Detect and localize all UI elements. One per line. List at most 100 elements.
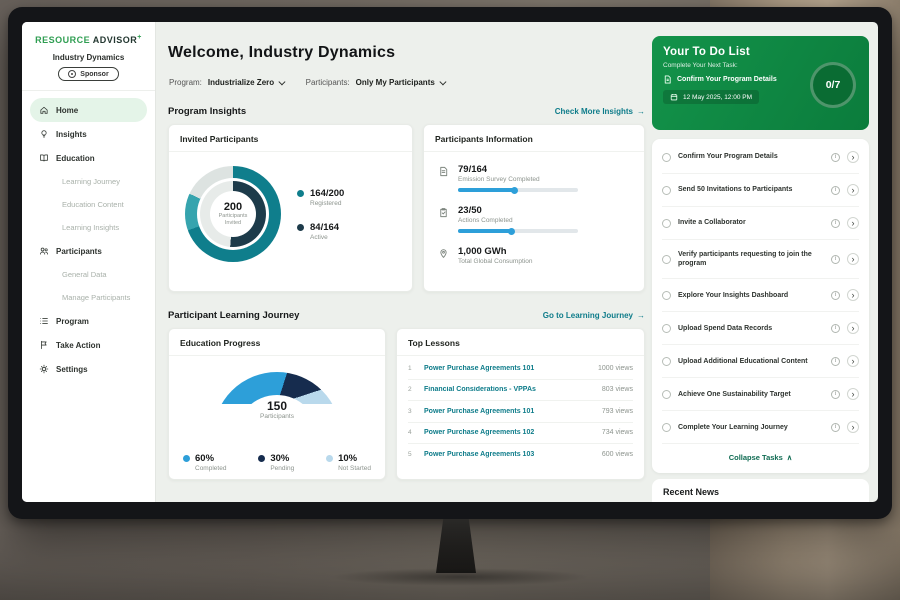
invited-donut-chart: 200 Participants Invited — [185, 166, 281, 262]
sidebar-item-label: Manage Participants — [62, 293, 131, 302]
sidebar-item-take-action[interactable]: Take Action — [30, 333, 147, 357]
progress-bar — [458, 227, 578, 235]
todo-subtitle: Complete Your Next Task: — [663, 62, 738, 69]
task-row[interactable]: Verify participants requesting to join t… — [662, 240, 859, 280]
lesson-link[interactable]: Power Purchase Agreements 103 — [424, 451, 535, 459]
todo-title: Your To Do List — [663, 46, 750, 58]
page-title: Welcome, Industry Dynamics — [168, 44, 396, 61]
task-checkbox[interactable] — [662, 290, 671, 300]
check-more-insights-link[interactable]: Check More Insights → — [555, 107, 645, 116]
chevron-right-icon[interactable]: › — [847, 421, 859, 434]
sidebar-item-learning-insights[interactable]: Learning Insights — [30, 216, 147, 239]
todo-next-task[interactable]: Confirm Your Program Details — [663, 75, 858, 84]
lesson-link[interactable]: Financial Considerations - VPPAs — [424, 386, 536, 394]
info-value: 23/50 — [458, 205, 482, 216]
section-title: Participant Learning Journey — [168, 310, 300, 321]
task-checkbox[interactable] — [662, 218, 671, 228]
chevron-right-icon[interactable]: › — [847, 355, 859, 368]
task-row[interactable]: Complete Your Learning Journey i › — [662, 411, 859, 445]
chevron-right-icon[interactable]: › — [847, 322, 859, 335]
legend-dot-completed — [183, 455, 190, 462]
info-icon[interactable]: i — [831, 422, 840, 432]
task-row[interactable]: Upload Spend Data Records i › — [662, 312, 859, 346]
sidebar-item-manage-participants[interactable]: Manage Participants — [30, 286, 147, 309]
sidebar-item-settings[interactable]: Settings — [30, 357, 147, 381]
task-checkbox[interactable] — [662, 389, 671, 399]
info-icon[interactable]: i — [831, 290, 840, 300]
legend-item: 164/200 Registered — [297, 188, 344, 207]
flag-icon — [39, 340, 49, 350]
lesson-rank: 2 — [408, 386, 412, 394]
info-icon[interactable]: i — [831, 185, 840, 195]
invited-participants-card: Invited Participants 200 Participants In… — [168, 124, 413, 292]
task-row[interactable]: Invite a Collaborator i › — [662, 207, 859, 240]
sponsor-badge[interactable]: Sponsor — [58, 67, 119, 81]
task-checkbox[interactable] — [662, 356, 671, 366]
info-icon[interactable]: i — [831, 254, 840, 264]
legend-item: 30% Pending — [258, 453, 294, 472]
chevron-right-icon[interactable]: › — [847, 388, 859, 401]
task-row[interactable]: Confirm Your Program Details i › — [662, 141, 859, 174]
info-row: 79/164 Emission Survey Completed — [438, 164, 632, 194]
education-progress-card: Education Progress 150 Participants 60% … — [168, 328, 386, 480]
chevron-right-icon[interactable]: › — [847, 151, 859, 163]
chevron-right-icon[interactable]: › — [847, 253, 859, 266]
lesson-link[interactable]: Power Purchase Agreements 101 — [424, 364, 535, 372]
filter-bar: Program: Industrialize Zero Participants… — [169, 78, 446, 87]
task-checkbox[interactable] — [662, 422, 671, 432]
donut-legend: 164/200 Registered 84/164 Active — [297, 188, 344, 241]
task-checkbox[interactable] — [662, 254, 671, 264]
recent-news-card: Recent News — [652, 479, 869, 502]
sidebar-item-home[interactable]: Home — [30, 98, 147, 122]
sidebar-item-learning-journey[interactable]: Learning Journey — [30, 170, 147, 193]
lesson-row: 1 Power Purchase Agreements 101 1000 vie… — [408, 358, 633, 380]
task-row[interactable]: Upload Additional Educational Content i … — [662, 345, 859, 379]
progress-bar-fill — [458, 186, 518, 194]
card-title: Top Lessons — [397, 329, 644, 356]
sidebar-item-insights[interactable]: Insights — [30, 122, 147, 146]
document-icon — [663, 75, 672, 84]
sidebar-item-label: Learning Journey — [62, 177, 120, 186]
sidebar-item-program[interactable]: Program — [30, 309, 147, 333]
chevron-right-icon[interactable]: › — [847, 184, 859, 196]
lesson-rank: 4 — [408, 429, 412, 437]
task-row[interactable]: Send 50 Invitations to Participants i › — [662, 174, 859, 207]
legend-value: 164/200 — [310, 187, 345, 199]
participants-dropdown[interactable]: Only My Participants — [356, 78, 446, 87]
sidebar-item-participants[interactable]: Participants — [30, 239, 147, 263]
task-row[interactable]: Achieve One Sustainability Target i › — [662, 378, 859, 412]
program-dropdown-value: Industrialize Zero — [207, 78, 275, 87]
sidebar-item-education-content[interactable]: Education Content — [30, 193, 147, 216]
go-to-learning-journey-link[interactable]: Go to Learning Journey → — [543, 311, 645, 320]
program-dropdown[interactable]: Industrialize Zero — [207, 78, 286, 87]
legend-value: 10% — [338, 453, 358, 464]
chevron-right-icon[interactable]: › — [847, 289, 859, 302]
collapse-tasks-link[interactable]: Collapse Tasks ∧ — [662, 444, 859, 464]
sidebar-item-label: Education Content — [62, 200, 124, 209]
sidebar-item-education[interactable]: Education — [30, 146, 147, 170]
task-checkbox[interactable] — [662, 152, 671, 162]
legend-dot-registered — [297, 189, 304, 197]
lesson-views: 600 views — [601, 451, 633, 459]
todo-task-list-card: Confirm Your Program Details i › Send 50… — [652, 139, 869, 473]
info-icon[interactable]: i — [831, 323, 840, 333]
info-icon[interactable]: i — [831, 218, 840, 228]
chevron-right-icon[interactable]: › — [847, 217, 859, 229]
info-icon[interactable]: i — [831, 356, 840, 366]
sidebar-item-general-data[interactable]: General Data — [30, 263, 147, 286]
info-icon[interactable]: i — [831, 152, 840, 162]
task-checkbox[interactable] — [662, 323, 671, 333]
sidebar-item-label: General Data — [62, 270, 107, 279]
gauge-center: 150 Participants — [213, 399, 341, 420]
lesson-row: 2 Financial Considerations - VPPAs 803 v… — [408, 380, 633, 401]
sidebar-item-label: Program — [56, 316, 89, 326]
program-insights-header: Program Insights Check More Insights → — [168, 106, 645, 117]
task-checkbox[interactable] — [662, 185, 671, 195]
lesson-rank: 5 — [408, 451, 412, 459]
donut-center-value: 200 — [223, 200, 243, 213]
card-title: Invited Participants — [169, 125, 412, 152]
lesson-link[interactable]: Power Purchase Agreements 102 — [424, 429, 535, 437]
info-icon[interactable]: i — [831, 389, 840, 399]
task-row[interactable]: Explore Your Insights Dashboard i › — [662, 279, 859, 313]
lesson-link[interactable]: Power Purchase Agreements 101 — [424, 407, 535, 415]
